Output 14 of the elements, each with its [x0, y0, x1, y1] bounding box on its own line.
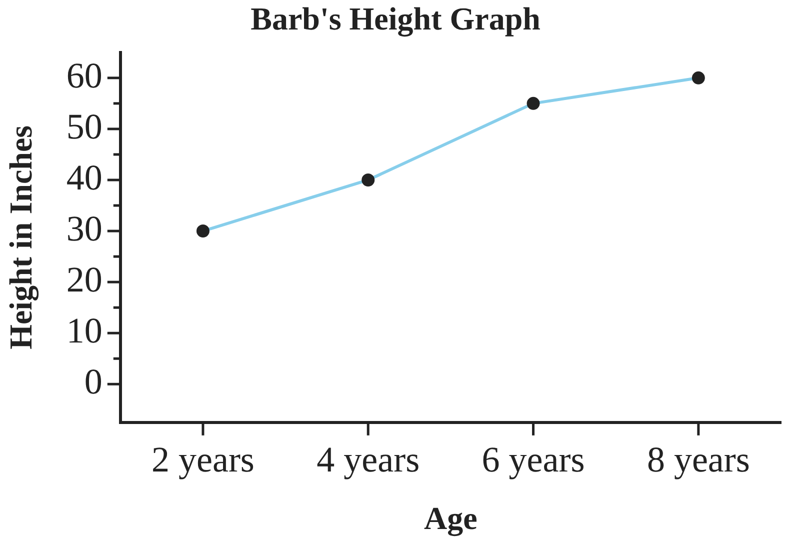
y-tick-label: 0: [84, 362, 102, 402]
x-axis-title: Age: [424, 500, 478, 538]
y-tick-label: 30: [66, 208, 102, 248]
y-tick-label: 10: [66, 310, 102, 351]
y-tick-label: 50: [66, 106, 102, 146]
x-tick-label: 2 years: [151, 439, 254, 480]
y-tick-label: 60: [66, 55, 102, 96]
x-tick-label: 8 years: [646, 439, 750, 480]
y-tick-label: 20: [66, 260, 102, 300]
chart-title: Barb's Height Graph: [250, 0, 541, 38]
y-tick-label: 40: [66, 157, 102, 198]
x-tick-label: 4 years: [316, 439, 420, 480]
x-tick-label: 6 years: [482, 439, 585, 480]
y-axis-title: Height in Inches: [2, 125, 40, 350]
